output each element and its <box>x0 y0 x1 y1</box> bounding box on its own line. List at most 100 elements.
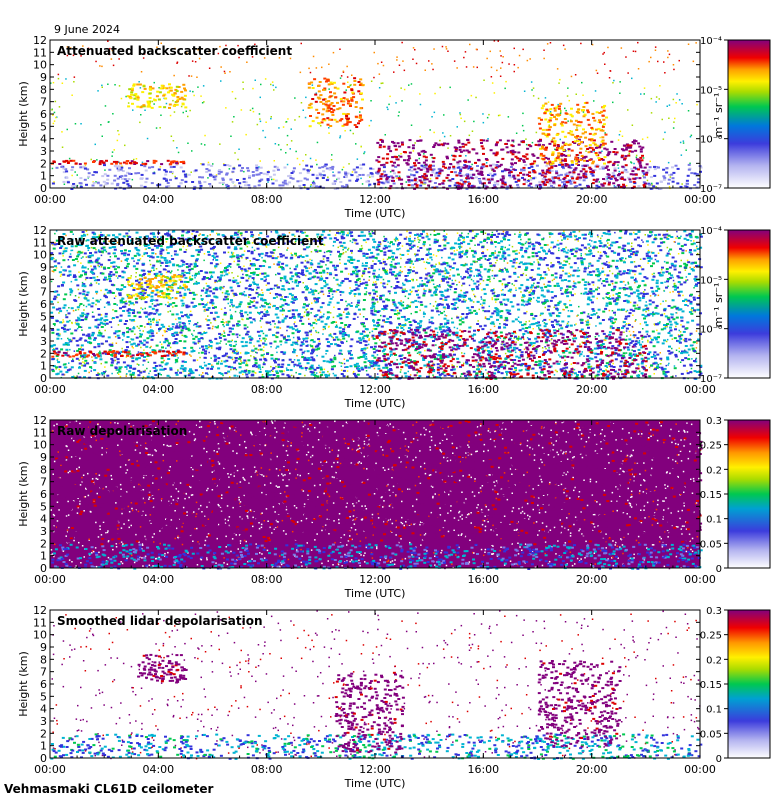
data-cell <box>148 100 152 103</box>
data-cell <box>617 184 621 187</box>
noise-pixel <box>559 138 561 141</box>
noise-pixel <box>108 121 110 123</box>
noise-pixel <box>370 80 373 82</box>
noise-pixel <box>545 347 547 350</box>
noise-pixel <box>532 95 535 97</box>
noise-pixel <box>346 65 348 68</box>
noise-pixel <box>658 98 660 100</box>
noise-pixel <box>203 331 205 333</box>
noise-pixel <box>347 311 350 313</box>
noise-pixel <box>440 280 443 282</box>
noise-pixel <box>335 324 338 326</box>
noise-pixel <box>666 338 669 341</box>
data-cell <box>452 165 456 168</box>
noise-pixel <box>475 48 478 51</box>
noise-pixel <box>368 276 371 278</box>
data-cell <box>487 174 491 176</box>
noise-pixel <box>314 318 317 321</box>
noise-pixel <box>595 325 597 327</box>
noise-pixel <box>415 62 418 65</box>
noise-pixel <box>76 174 78 176</box>
noise-pixel <box>494 262 497 264</box>
noise-pixel <box>504 345 506 348</box>
noise-pixel <box>91 311 94 313</box>
noise-pixel <box>635 154 638 157</box>
data-cell <box>345 183 349 186</box>
noise-pixel <box>475 96 477 99</box>
data-cell <box>325 80 328 83</box>
data-cell <box>313 78 317 81</box>
data-cell <box>149 85 152 88</box>
noise-pixel <box>491 298 494 301</box>
data-cell <box>403 159 406 162</box>
data-cell <box>96 181 100 184</box>
data-cell <box>521 176 524 179</box>
data-cell <box>232 167 236 170</box>
data-cell <box>639 156 643 159</box>
noise-pixel <box>289 57 292 60</box>
noise-pixel <box>315 372 318 374</box>
data-cell <box>514 155 518 158</box>
noise-pixel <box>669 253 671 255</box>
noise-pixel <box>433 131 435 134</box>
noise-pixel <box>111 155 113 157</box>
data-cell <box>562 149 566 152</box>
noise-pixel <box>641 338 643 340</box>
data-cell <box>613 148 617 150</box>
noise-pixel <box>125 375 127 377</box>
noise-pixel <box>491 231 494 234</box>
data-cell <box>555 172 559 175</box>
data-cell <box>205 170 209 173</box>
noise-pixel <box>531 89 533 91</box>
noise-pixel <box>631 242 633 244</box>
data-cell <box>164 170 168 173</box>
data-cell <box>496 180 500 183</box>
data-cell <box>633 166 637 169</box>
noise-pixel <box>655 96 658 98</box>
data-cell <box>326 123 330 126</box>
data-cell <box>505 168 509 171</box>
data-cell <box>172 104 176 107</box>
data-cell <box>506 151 510 154</box>
data-cell <box>594 152 598 154</box>
noise-pixel <box>213 319 216 321</box>
noise-pixel <box>339 262 341 264</box>
data-cell <box>375 171 378 174</box>
noise-pixel <box>654 49 657 51</box>
data-cell <box>160 163 164 166</box>
data-cell <box>629 180 633 183</box>
noise-pixel <box>404 266 406 268</box>
data-cell <box>91 174 95 176</box>
noise-pixel <box>594 336 597 338</box>
noise-pixel <box>544 97 547 99</box>
data-cell <box>511 151 515 154</box>
data-cell <box>544 110 547 113</box>
noise-pixel <box>140 307 142 309</box>
noise-pixel <box>69 348 71 351</box>
noise-pixel <box>310 288 312 290</box>
data-cell <box>72 183 76 185</box>
noise-pixel <box>294 119 296 121</box>
noise-pixel <box>132 109 134 111</box>
data-cell <box>548 126 552 129</box>
data-cell <box>545 128 549 131</box>
noise-pixel <box>320 125 322 127</box>
data-cell <box>551 176 555 179</box>
noise-pixel <box>209 234 211 236</box>
data-cell <box>610 175 614 178</box>
noise-pixel <box>351 171 354 173</box>
noise-pixel <box>386 106 388 109</box>
noise-pixel <box>551 138 553 141</box>
data-cell <box>544 133 547 136</box>
noise-pixel <box>488 305 490 308</box>
noise-pixel <box>191 274 194 277</box>
data-cell <box>152 172 156 175</box>
noise-pixel <box>283 236 286 238</box>
data-cell <box>242 177 246 180</box>
noise-pixel <box>488 113 490 116</box>
data-cell <box>281 181 285 184</box>
noise-pixel <box>170 255 173 257</box>
data-cell <box>555 113 559 116</box>
noise-pixel <box>428 60 430 62</box>
noise-pixel <box>69 328 71 330</box>
